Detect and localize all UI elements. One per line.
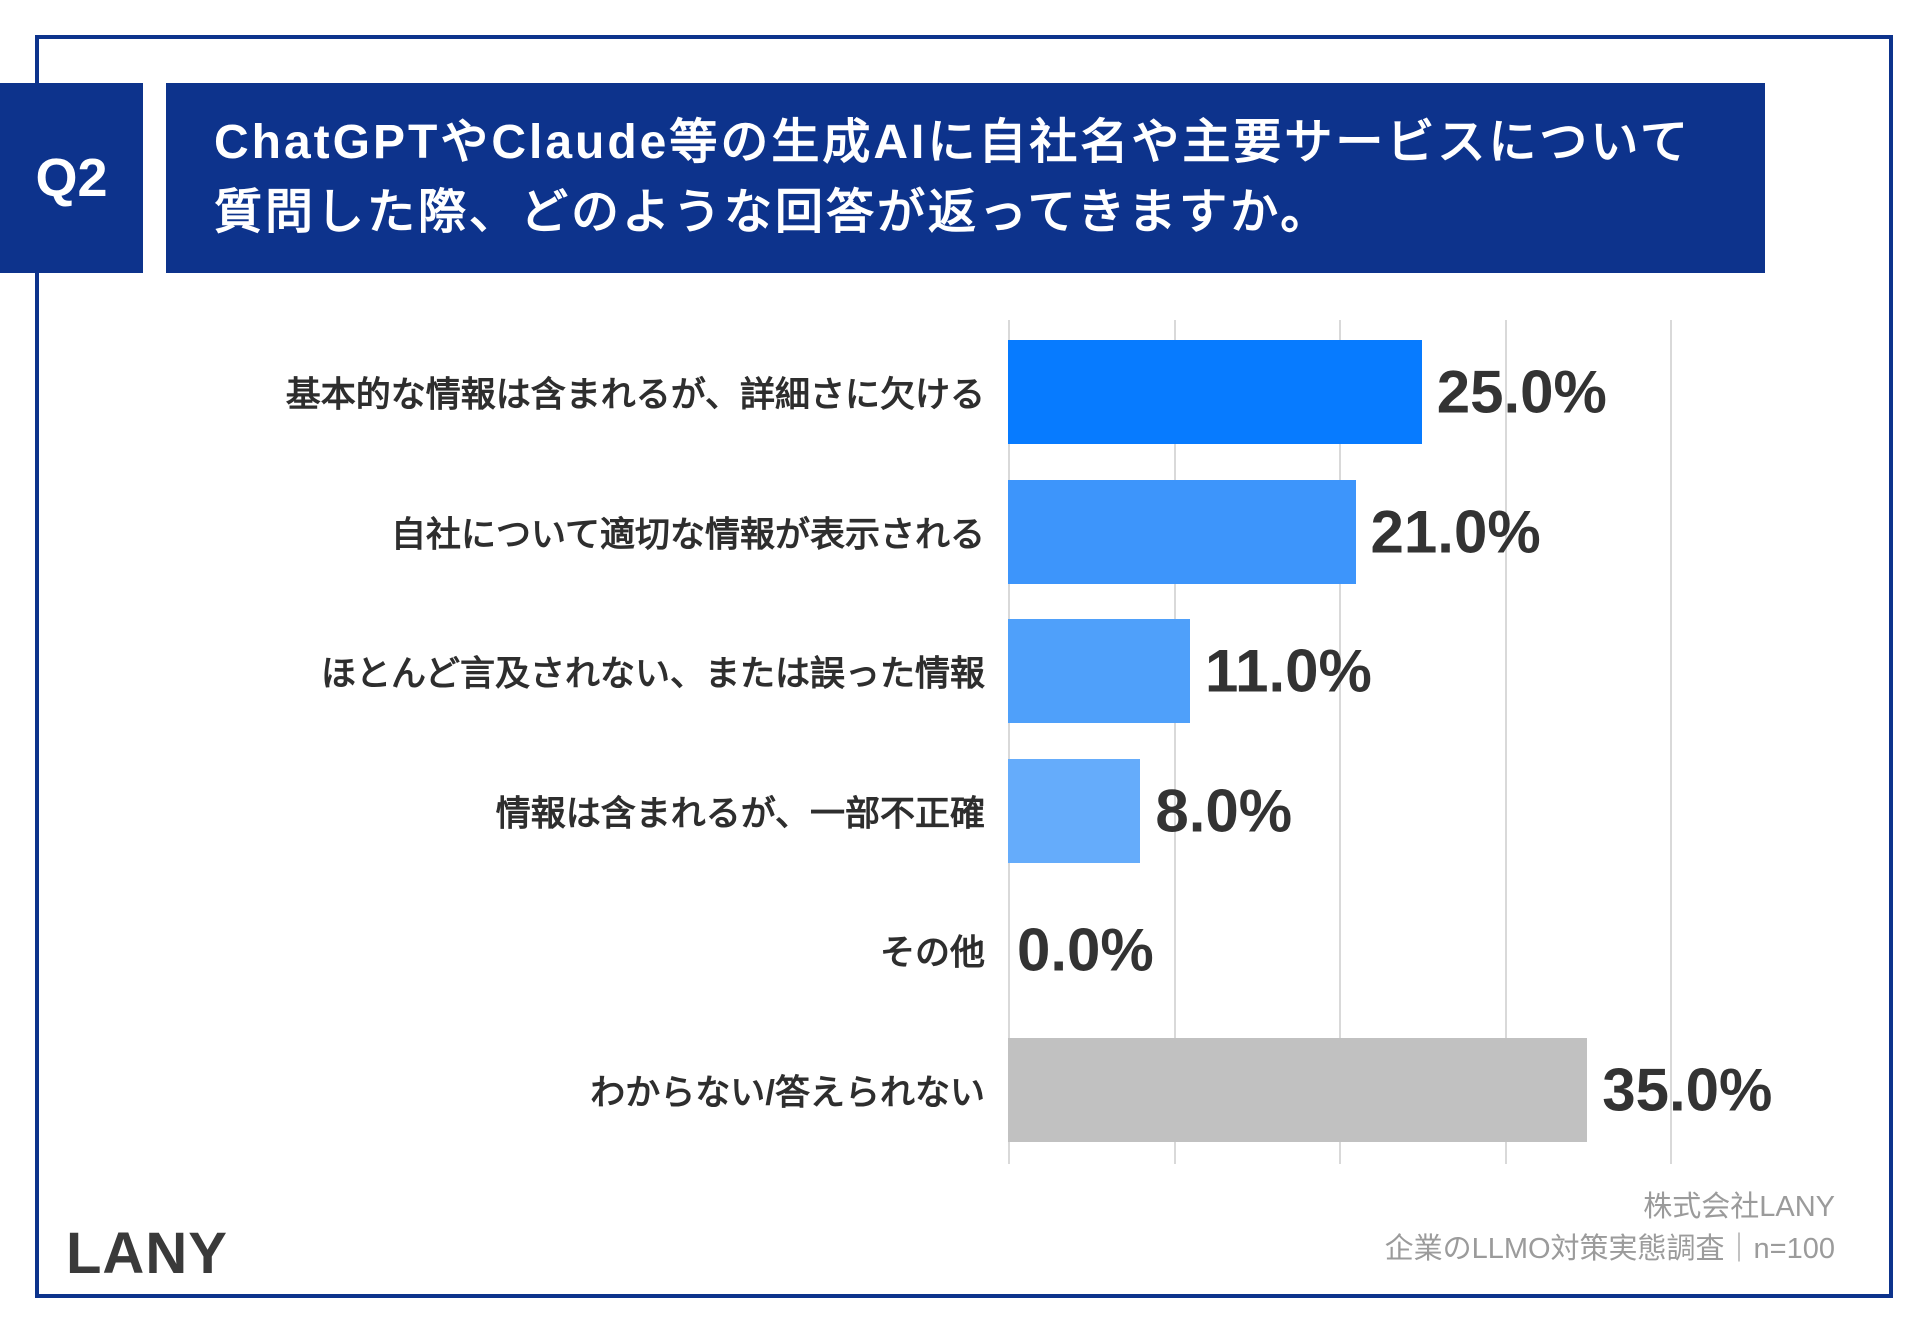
source-note: 株式会社LANY 企業のLLMO対策実態調査｜n=100 — [1385, 1186, 1835, 1270]
gridline-30pct — [1504, 320, 1507, 1164]
bar-1 — [1008, 479, 1356, 584]
category-label-0: 基本的な情報は含まれるが、詳細さに欠ける — [285, 375, 985, 415]
category-label-2: ほとんど言及されない、または誤った情報 — [321, 654, 985, 694]
gridline-40pct — [1670, 320, 1672, 1164]
value-label-1: 21.0% — [1370, 498, 1541, 565]
value-label-4: 0.0% — [1017, 916, 1154, 984]
bar-3 — [1008, 758, 1141, 863]
question-title-box: ChatGPTやClaude等の生成AIに自社名や主要サービスについて 質問した… — [166, 83, 1765, 273]
bar-2 — [1008, 619, 1191, 723]
gridline-10pct — [1173, 320, 1176, 1164]
question-title-line2: 質問した際、どのような回答が返ってきますか。 — [214, 186, 1332, 239]
gridline-20pct — [1339, 320, 1341, 1164]
category-label-4: その他 — [879, 933, 985, 973]
value-label-0: 25.0% — [1436, 358, 1607, 426]
bar-chart-plot-area: 25.0% 21.0% 11.0% 8.0% 0.0% 35.0% — [1008, 320, 1892, 1164]
value-label-2: 11.0% — [1205, 637, 1372, 705]
bar-5 — [1008, 1037, 1588, 1142]
bar-0 — [1008, 340, 1422, 444]
gridline-0pct — [1008, 320, 1010, 1164]
value-label-5: 35.0% — [1602, 1056, 1773, 1123]
category-label-5: わからない/答えられない — [590, 1073, 985, 1112]
value-label-3: 8.0% — [1155, 777, 1293, 844]
slide-border-frame — [35, 35, 1893, 1298]
source-company: 株式会社LANY — [1643, 1191, 1835, 1223]
category-label-1: 自社について適切な情報が表示される — [391, 515, 985, 554]
question-number-box: Q2 — [0, 83, 143, 273]
category-label-column: 基本的な情報は含まれるが、詳細さに欠ける自社について適切な情報が表示されるほとん… — [100, 320, 985, 1164]
category-label-3: 情報は含まれるが、一部不正確 — [495, 794, 985, 833]
source-survey: 企業のLLMO対策実態調査｜n=100 — [1384, 1233, 1835, 1265]
lany-logo: LANY — [66, 1221, 228, 1286]
question-number: Q2 — [35, 148, 108, 208]
question-title-line1: ChatGPTやClaude等の生成AIに自社名や主要サービスについて — [214, 116, 1691, 170]
